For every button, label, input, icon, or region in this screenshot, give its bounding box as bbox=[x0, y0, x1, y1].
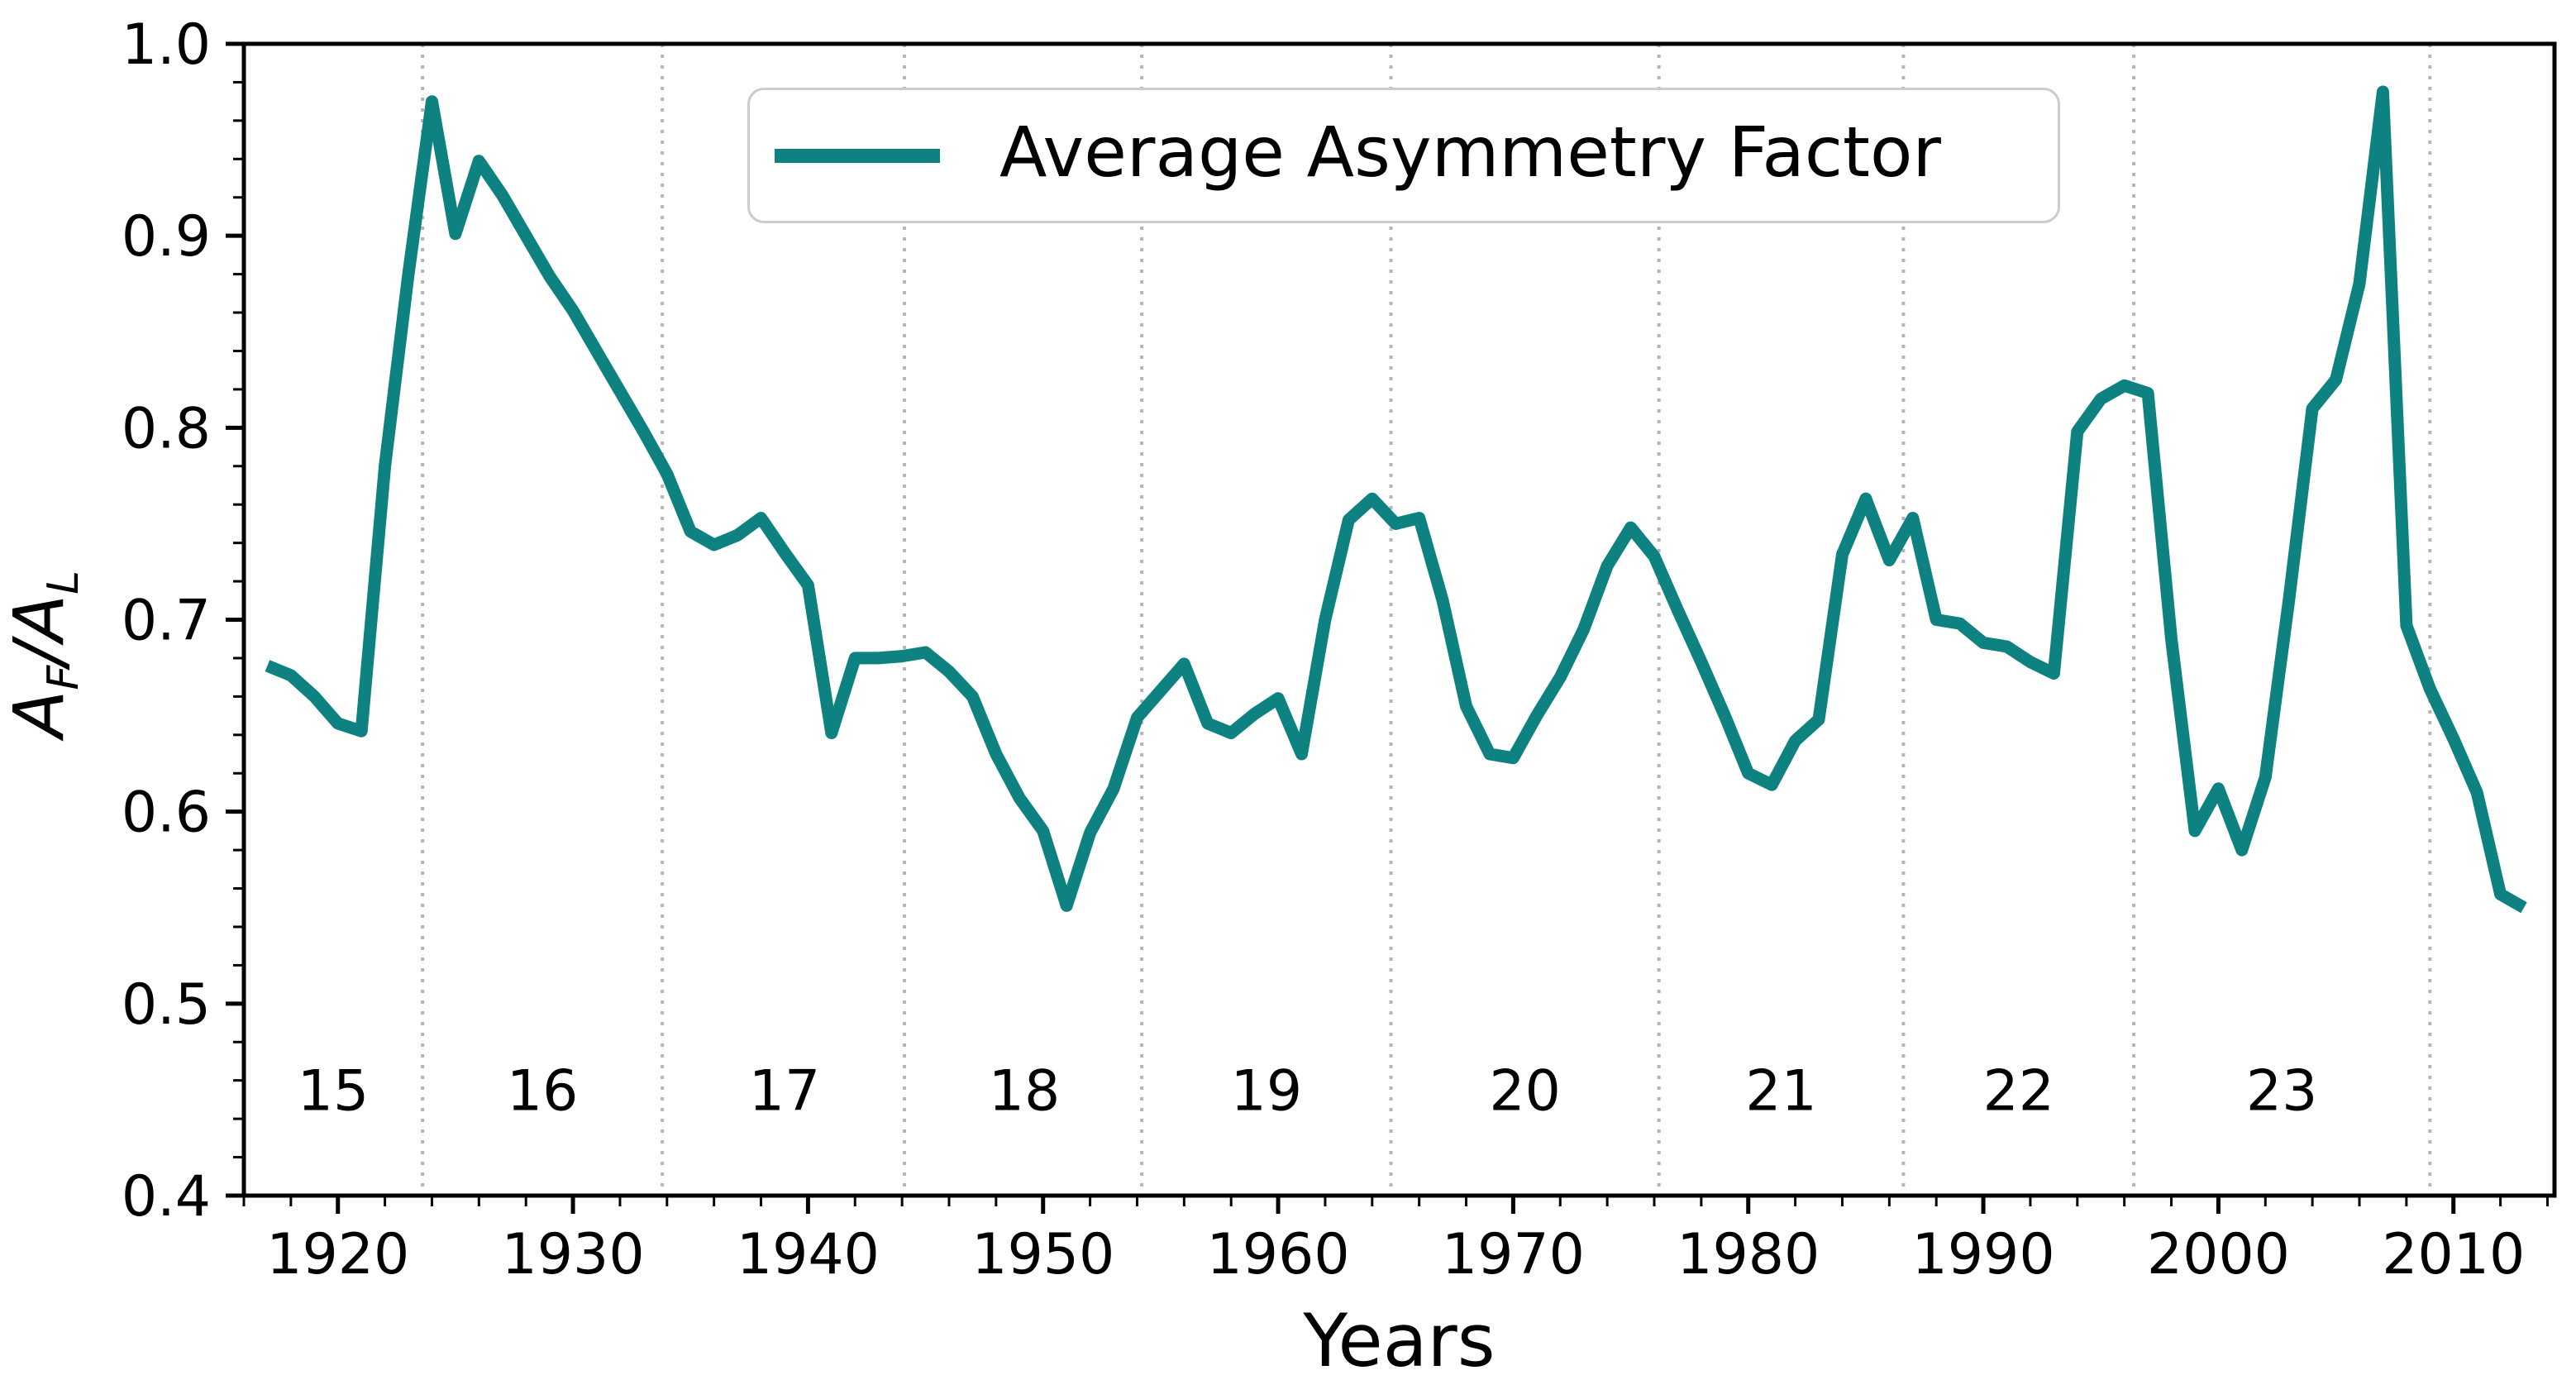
legend-label: Average Asymmetry Factor bbox=[999, 112, 1941, 193]
y-tick-label: 0.9 bbox=[122, 204, 211, 270]
plot-border bbox=[241, 41, 2557, 1198]
x-tick-label: 2000 bbox=[2147, 1222, 2290, 1287]
cycle-number-label: 22 bbox=[1982, 1058, 2054, 1124]
legend: Average Asymmetry Factor bbox=[747, 88, 2060, 223]
y-label-slash: / bbox=[0, 642, 79, 666]
y-label-denominator: A bbox=[0, 594, 79, 642]
x-tick-label: 1960 bbox=[1207, 1222, 1350, 1287]
cycle-number-label: 20 bbox=[1489, 1058, 1561, 1124]
cycle-number-label: 21 bbox=[1745, 1058, 1817, 1124]
x-tick-label: 1990 bbox=[1912, 1222, 2055, 1287]
cycle-number-label: 17 bbox=[749, 1058, 821, 1124]
y-tick-label: 0.5 bbox=[122, 972, 211, 1038]
y-tick-label: 0.4 bbox=[122, 1164, 211, 1229]
x-tick-label: 1980 bbox=[1677, 1222, 1820, 1287]
legend-line-sample bbox=[775, 148, 940, 163]
cycle-number-label: 23 bbox=[2246, 1058, 2318, 1124]
x-tick-label: 1940 bbox=[737, 1222, 880, 1287]
y-tick-label: 0.8 bbox=[122, 396, 211, 461]
y-tick-label: 0.7 bbox=[122, 589, 211, 654]
x-axis-label: Years bbox=[1303, 1298, 1496, 1383]
cycle-number-label: 19 bbox=[1231, 1058, 1303, 1124]
x-tick-label: 2010 bbox=[2382, 1222, 2525, 1287]
cycle-number-label: 16 bbox=[507, 1058, 579, 1124]
y-tick-label: 1.0 bbox=[122, 12, 211, 78]
y-label-numerator: A bbox=[0, 690, 79, 738]
y-label-numerator-sub: F bbox=[38, 665, 88, 690]
x-tick-label: 1950 bbox=[971, 1222, 1114, 1287]
cycle-number-label: 15 bbox=[298, 1058, 370, 1124]
y-tick-label: 0.6 bbox=[122, 781, 211, 846]
x-tick-label: 1920 bbox=[266, 1222, 409, 1287]
y-axis-label: AF/AL bbox=[0, 340, 88, 968]
x-tick-label: 1970 bbox=[1442, 1222, 1585, 1287]
cycle-number-label: 18 bbox=[989, 1058, 1061, 1124]
y-label-denominator-sub: L bbox=[38, 570, 88, 594]
x-tick-label: 1930 bbox=[502, 1222, 645, 1287]
data-line-average-asymmetry-factor bbox=[265, 85, 2527, 914]
